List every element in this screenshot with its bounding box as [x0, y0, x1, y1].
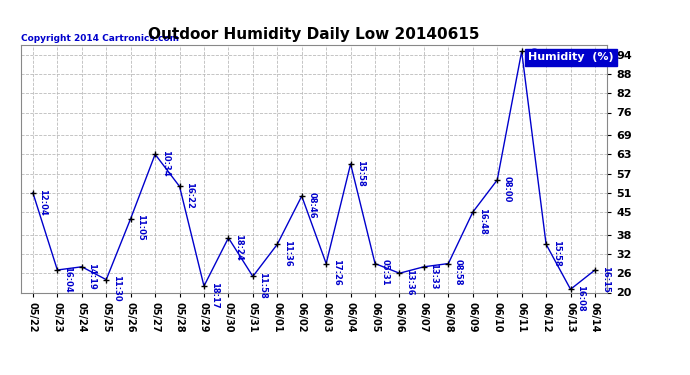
Text: 18:17: 18:17	[210, 282, 219, 309]
Text: 16:04: 16:04	[63, 266, 72, 292]
Text: 11:36: 11:36	[283, 240, 292, 267]
Text: 16:08: 16:08	[576, 285, 585, 312]
Text: 08:58: 08:58	[454, 260, 463, 286]
Text: 10:34: 10:34	[161, 150, 170, 177]
Text: 16:15: 16:15	[600, 266, 609, 293]
Text: 08:46: 08:46	[307, 192, 316, 219]
Text: 13:36: 13:36	[405, 269, 414, 296]
Text: 18:24: 18:24	[234, 234, 243, 261]
Text: 05:31: 05:31	[381, 260, 390, 286]
Text: 17:26: 17:26	[332, 260, 341, 286]
Text: 15:58: 15:58	[356, 160, 365, 186]
Text: 14:19: 14:19	[88, 262, 97, 290]
Text: Copyright 2014 Cartronics.com: Copyright 2014 Cartronics.com	[21, 33, 179, 42]
Text: 11:05: 11:05	[136, 214, 145, 241]
Text: 08:00: 08:00	[503, 176, 512, 202]
Text: 13:33: 13:33	[429, 262, 438, 289]
Text: 12:04: 12:04	[39, 189, 48, 216]
Text: 0: 0	[527, 47, 536, 53]
Text: 16:22: 16:22	[185, 182, 194, 209]
Text: 11:30: 11:30	[112, 276, 121, 302]
Text: 15:58: 15:58	[552, 240, 561, 267]
Title: Outdoor Humidity Daily Low 20140615: Outdoor Humidity Daily Low 20140615	[148, 27, 480, 42]
Text: 16:48: 16:48	[478, 208, 487, 235]
Text: 11:58: 11:58	[259, 272, 268, 299]
Text: Humidity  (%): Humidity (%)	[528, 53, 613, 62]
